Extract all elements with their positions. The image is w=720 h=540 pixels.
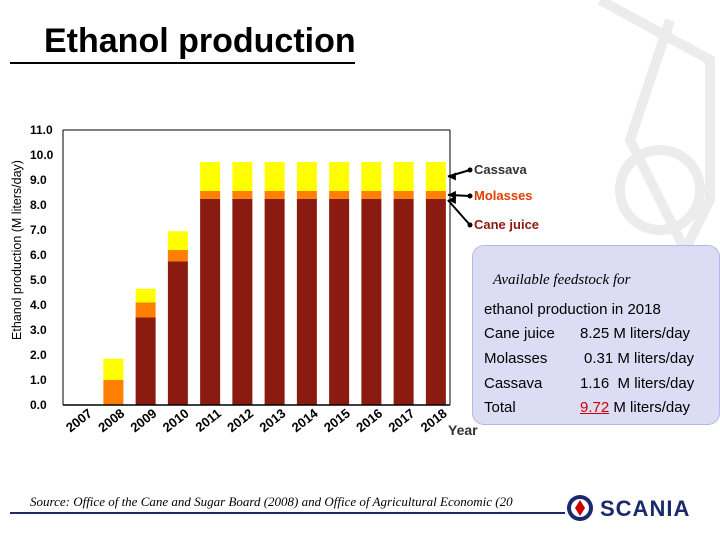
x-tick-label-2016: 2016 xyxy=(353,406,385,436)
legend-arrowhead xyxy=(447,172,456,181)
footer-rule xyxy=(10,512,565,514)
scania-logo: SCANIA xyxy=(566,490,716,526)
info-total-value: 9.72 M liters/day xyxy=(580,399,690,416)
bar-cassava-2017 xyxy=(393,162,414,191)
info-total-unit: M liters/day xyxy=(609,399,691,416)
bar-molasses-2011 xyxy=(200,191,221,199)
x-tick-label-2007: 2007 xyxy=(63,406,95,436)
x-axis-label: Year xyxy=(448,422,478,438)
y-tick-label: 0.0 xyxy=(30,398,47,412)
info-row-label-molasses: Molasses xyxy=(484,350,548,367)
y-axis-label: Ethanol production (M liters/day) xyxy=(10,160,24,340)
x-tick-label-2018: 2018 xyxy=(418,406,450,436)
x-tick-label-2012: 2012 xyxy=(224,406,256,436)
info-row-label-cane-juice: Cane juice xyxy=(484,325,555,342)
legend-layer: Cassava Molasses Cane juice xyxy=(447,162,539,232)
bar-cane-juice-2012 xyxy=(232,198,253,405)
bar-molasses-2018 xyxy=(425,191,446,199)
y-tick-label: 2.0 xyxy=(30,348,47,362)
bar-cane-juice-2018 xyxy=(425,198,446,405)
y-tick-label: 9.0 xyxy=(30,173,47,187)
info-row-value-cassava: 1.16 M liters/day xyxy=(580,375,695,392)
feedstock-info-box: Available feedstock for xyxy=(472,245,720,425)
legend-dot xyxy=(467,167,473,173)
bar-cassava-2013 xyxy=(264,162,285,191)
bar-cassava-2009 xyxy=(135,288,156,303)
y-tick-label: 11.0 xyxy=(30,123,53,137)
info-total-number: 9.72 xyxy=(580,399,610,416)
legend-label-molasses: Molasses xyxy=(474,188,533,203)
y-tick-label: 7.0 xyxy=(30,223,47,237)
y-tick-label: 4.0 xyxy=(30,298,47,312)
bar-cane-juice-2014 xyxy=(296,198,317,405)
y-tick-label: 6.0 xyxy=(30,248,47,262)
info-total-label: Total xyxy=(484,399,516,416)
x-tick-label-2014: 2014 xyxy=(289,405,322,435)
bar-molasses-2015 xyxy=(329,191,350,199)
bar-cane-juice-2010 xyxy=(167,261,188,405)
y-tick-label: 10.0 xyxy=(30,148,54,162)
x-tick-label-2011: 2011 xyxy=(193,406,224,435)
y-tick-label: 1.0 xyxy=(30,373,47,387)
bar-molasses-2009 xyxy=(135,302,156,318)
bar-cane-juice-2013 xyxy=(264,198,285,405)
bar-cassava-2018 xyxy=(425,162,446,191)
page-title: Ethanol production xyxy=(44,22,356,60)
info-row-value-cane-juice: 8.25 M liters/day xyxy=(580,325,691,342)
bar-cassava-2016 xyxy=(361,162,382,191)
bar-cassava-2014 xyxy=(296,162,317,191)
bar-cane-juice-2011 xyxy=(200,198,221,405)
bar-molasses-2013 xyxy=(264,191,285,199)
bar-cassava-2015 xyxy=(329,162,350,191)
x-tick-label-2013: 2013 xyxy=(256,406,288,436)
y-tick-label: 5.0 xyxy=(30,273,47,287)
info-subheading: ethanol production in 2018 xyxy=(484,301,661,318)
bar-molasses-2014 xyxy=(296,191,317,199)
title-underline xyxy=(10,62,355,64)
legend-dot xyxy=(467,222,473,228)
logo-text: SCANIA xyxy=(600,496,690,521)
legend-arrowhead xyxy=(447,196,456,204)
bar-cane-juice-2017 xyxy=(393,198,414,405)
source-note: Source: Office of the Cane and Sugar Boa… xyxy=(30,494,513,509)
bar-molasses-2017 xyxy=(393,191,414,199)
info-heading: Available feedstock for xyxy=(493,272,631,288)
x-tick-label-2009: 2009 xyxy=(127,406,159,436)
bar-molasses-2008 xyxy=(103,380,124,405)
legend-label-cassava: Cassava xyxy=(474,162,528,177)
bar-molasses-2010 xyxy=(167,250,188,262)
x-tick-label-2010: 2010 xyxy=(160,406,192,436)
x-tick-label-2015: 2015 xyxy=(321,406,353,436)
info-row-label-cassava: Cassava xyxy=(484,375,543,392)
legend-arrow-cane-juice xyxy=(447,199,471,226)
legend-arrowhead xyxy=(447,190,456,199)
y-tick-label: 8.0 xyxy=(30,198,47,212)
bar-cane-juice-2016 xyxy=(361,198,382,405)
x-tick-label-2008: 2008 xyxy=(95,406,127,436)
bar-cassava-2010 xyxy=(167,231,188,250)
bar-cane-juice-2009 xyxy=(135,317,156,405)
y-tick-label: 3.0 xyxy=(30,323,47,337)
x-tick-label-2017: 2017 xyxy=(385,406,417,436)
bar-molasses-2012 xyxy=(232,191,253,199)
bar-cassava-2008 xyxy=(103,358,124,380)
bar-cassava-2011 xyxy=(200,162,221,191)
bar-cane-juice-2015 xyxy=(329,198,350,405)
bar-cassava-2012 xyxy=(232,162,253,191)
info-row-value-molasses: 0.31 M liters/day xyxy=(584,350,695,367)
bar-molasses-2016 xyxy=(361,191,382,199)
legend-dot xyxy=(467,193,473,199)
legend-label-cane-juice: Cane juice xyxy=(474,217,539,232)
bars-layer xyxy=(103,162,446,405)
